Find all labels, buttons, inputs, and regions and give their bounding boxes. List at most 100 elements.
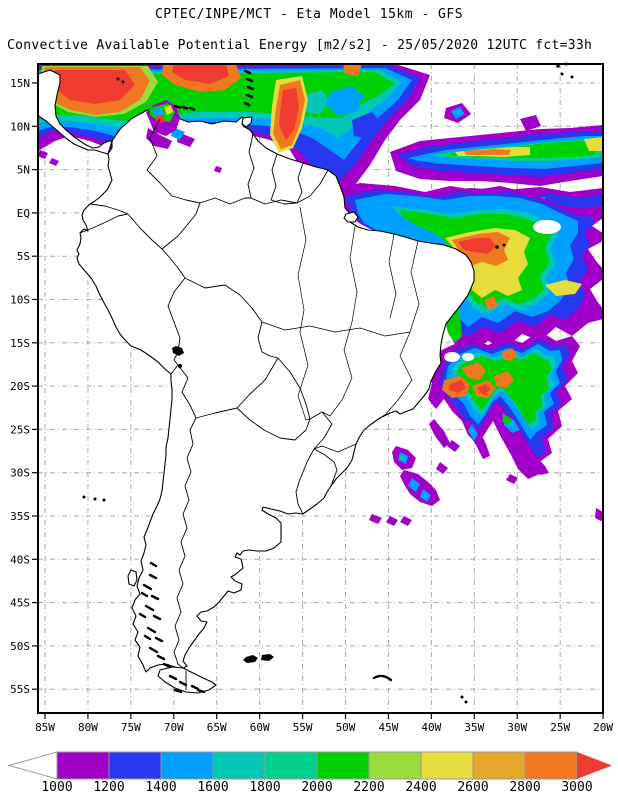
- cape-blob: [352, 112, 382, 140]
- map-shape: [79, 213, 129, 234]
- colorbar-tick-label: 2200: [353, 780, 384, 795]
- colorbar-box: [108, 751, 162, 780]
- cape-blob: [399, 455, 405, 461]
- map-shape: [296, 162, 304, 204]
- cape-blob: [37, 150, 48, 159]
- map-shape: [297, 331, 311, 421]
- cape-blob: [444, 352, 460, 362]
- cape-blob: [152, 107, 164, 117]
- map-shape: [173, 417, 197, 669]
- map-shape: [199, 197, 251, 205]
- cape-blob: [279, 88, 299, 140]
- lake-poopo: [178, 364, 182, 368]
- tierra-del-fuego: [157, 666, 217, 694]
- cape-blob: [55, 70, 135, 104]
- map-shape: [93, 497, 97, 501]
- lat-tick-label: 45S: [10, 597, 30, 610]
- map-frame: [37, 63, 604, 714]
- map-shape: [261, 654, 274, 661]
- map-shape: [121, 80, 125, 84]
- cape-blob: [584, 137, 603, 151]
- map-shape: [321, 321, 353, 417]
- cape-blob: [533, 220, 561, 234]
- lake-titicaca: [172, 346, 184, 356]
- cape-blob: [420, 489, 431, 502]
- cape-blob: [458, 238, 496, 254]
- map-shape: [388, 233, 397, 319]
- cape-blob: [462, 362, 486, 380]
- lon-tick-label: 85W: [35, 721, 55, 734]
- juan-fernandez-islands: [82, 495, 86, 499]
- map-shape: [460, 695, 464, 699]
- cape-blob: [400, 470, 440, 506]
- lon-tick-label: 50W: [336, 721, 356, 734]
- cape-blob: [464, 149, 511, 155]
- cape-blob: [326, 86, 364, 116]
- title-line-1: CPTEC/INPE/MCT - Eta Model 15km - GFS: [154, 7, 464, 22]
- map-shape: [261, 321, 411, 337]
- lon-tick-label: 70W: [164, 721, 184, 734]
- map-shape: [161, 248, 186, 279]
- map-shape: [313, 443, 357, 453]
- lon-tick-label: 45W: [379, 721, 399, 734]
- map-shape: [167, 277, 186, 366]
- cape-blob: [172, 64, 229, 84]
- colorbar-tick-label: 2600: [457, 780, 488, 795]
- colorbar-tick-label: 2000: [301, 780, 332, 795]
- cape-blob: [369, 514, 382, 524]
- map-shape: [247, 133, 255, 199]
- lat-tick-label: 55S: [10, 683, 30, 696]
- lat-tick-label: 10S: [10, 294, 30, 307]
- map-shape: [270, 169, 329, 205]
- colorbar-tick-label: 1600: [197, 780, 228, 795]
- colorbar-box: [420, 751, 474, 780]
- lon-tick-label: 40W: [421, 721, 441, 734]
- colorbar-tick-label: 1400: [145, 780, 176, 795]
- map-shape: [170, 364, 179, 375]
- cape-blob: [343, 64, 362, 76]
- lat-tick-label: 20S: [10, 380, 30, 393]
- map-shape: [556, 64, 560, 68]
- chilean-fjords: [138, 561, 206, 694]
- map-shape: [250, 197, 298, 205]
- colorbar-box: [56, 751, 110, 780]
- colorbar-box: [212, 751, 266, 780]
- title-line-2: Convective Available Potential Energy [m…: [7, 38, 593, 53]
- lon-tick-label: 35W: [464, 721, 484, 734]
- cape-blob: [436, 462, 448, 474]
- cape-blob: [408, 478, 420, 492]
- colorbar-box: [524, 751, 578, 780]
- colorbar-box: [264, 751, 318, 780]
- lat-tick-label: 10N: [10, 120, 30, 133]
- map-shape: [236, 407, 311, 441]
- map-shape: [376, 331, 413, 421]
- marajo-island: [343, 211, 359, 223]
- map-shape: [502, 243, 506, 247]
- map-shape: [102, 498, 106, 502]
- map-shape: [116, 77, 120, 81]
- cape-blob: [449, 380, 466, 393]
- colorbar-left-arrow: [7, 751, 58, 780]
- colorbar-tick-label: 2800: [509, 780, 540, 795]
- lon-tick-label: 75W: [121, 721, 141, 734]
- colorbar-right-arrow: [577, 752, 612, 779]
- colorbar-tick-label: 3000: [561, 780, 592, 795]
- map-shape: [195, 407, 238, 419]
- lat-tick-label: 5N: [17, 164, 30, 177]
- colorbar-tick-label: 1000: [41, 780, 72, 795]
- cape-blob: [545, 280, 582, 296]
- colorbar-box: [368, 751, 422, 780]
- cape-blob: [451, 107, 465, 119]
- cape-blob: [494, 371, 514, 388]
- map-shape: [349, 225, 358, 323]
- cape-blob: [484, 296, 498, 310]
- country-borders: [79, 118, 420, 690]
- lat-tick-label: 5S: [17, 250, 30, 263]
- lat-tick-label: 50S: [10, 640, 30, 653]
- lesser-antilles-islands: [243, 69, 255, 107]
- abc-islands: [173, 104, 196, 111]
- map-shape: [570, 75, 574, 79]
- cape-blob: [502, 348, 518, 361]
